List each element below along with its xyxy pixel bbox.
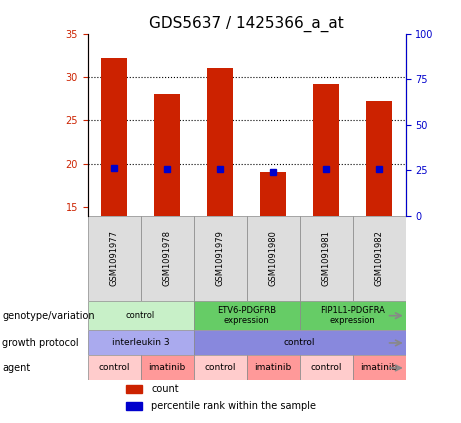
Text: agent: agent <box>2 363 30 373</box>
Bar <box>88 301 194 330</box>
Text: GSM1091979: GSM1091979 <box>216 231 225 286</box>
Text: interleukin 3: interleukin 3 <box>112 338 170 347</box>
Bar <box>88 216 141 301</box>
Text: GSM1091980: GSM1091980 <box>269 231 278 286</box>
Bar <box>366 101 392 216</box>
Text: growth protocol: growth protocol <box>2 338 79 348</box>
Bar <box>207 69 233 216</box>
Text: control: control <box>204 363 236 372</box>
Bar <box>194 216 247 301</box>
Text: imatinib: imatinib <box>148 363 186 372</box>
Text: imatinib: imatinib <box>361 363 398 372</box>
Text: control: control <box>310 363 342 372</box>
Bar <box>300 355 353 380</box>
Bar <box>194 301 300 330</box>
Title: GDS5637 / 1425366_a_at: GDS5637 / 1425366_a_at <box>149 16 344 33</box>
Text: control: control <box>98 363 130 372</box>
Bar <box>260 173 286 216</box>
Text: GSM1091977: GSM1091977 <box>110 230 118 286</box>
Text: GSM1091982: GSM1091982 <box>375 231 384 286</box>
Bar <box>141 355 194 380</box>
Text: GSM1091978: GSM1091978 <box>163 230 171 286</box>
Bar <box>300 216 353 301</box>
Bar <box>247 216 300 301</box>
Bar <box>88 355 141 380</box>
Bar <box>126 385 142 393</box>
Bar <box>194 355 247 380</box>
Text: ETV6-PDGFRB
expression: ETV6-PDGFRB expression <box>217 306 276 325</box>
Bar <box>126 401 142 410</box>
Bar <box>141 216 194 301</box>
Text: percentile rank within the sample: percentile rank within the sample <box>151 401 316 411</box>
Bar <box>353 216 406 301</box>
Text: control: control <box>284 338 315 347</box>
Text: FIP1L1-PDGFRA
expression: FIP1L1-PDGFRA expression <box>320 306 385 325</box>
Bar <box>101 58 127 216</box>
Bar <box>154 94 180 216</box>
Text: control: control <box>126 311 155 320</box>
Text: imatinib: imatinib <box>254 363 292 372</box>
Bar <box>300 301 406 330</box>
Bar <box>88 330 194 355</box>
Bar <box>353 355 406 380</box>
Bar <box>194 330 406 355</box>
Bar <box>247 355 300 380</box>
Text: GSM1091981: GSM1091981 <box>322 231 331 286</box>
Text: count: count <box>151 384 179 394</box>
Text: genotype/variation: genotype/variation <box>2 310 95 321</box>
Bar <box>313 84 339 216</box>
